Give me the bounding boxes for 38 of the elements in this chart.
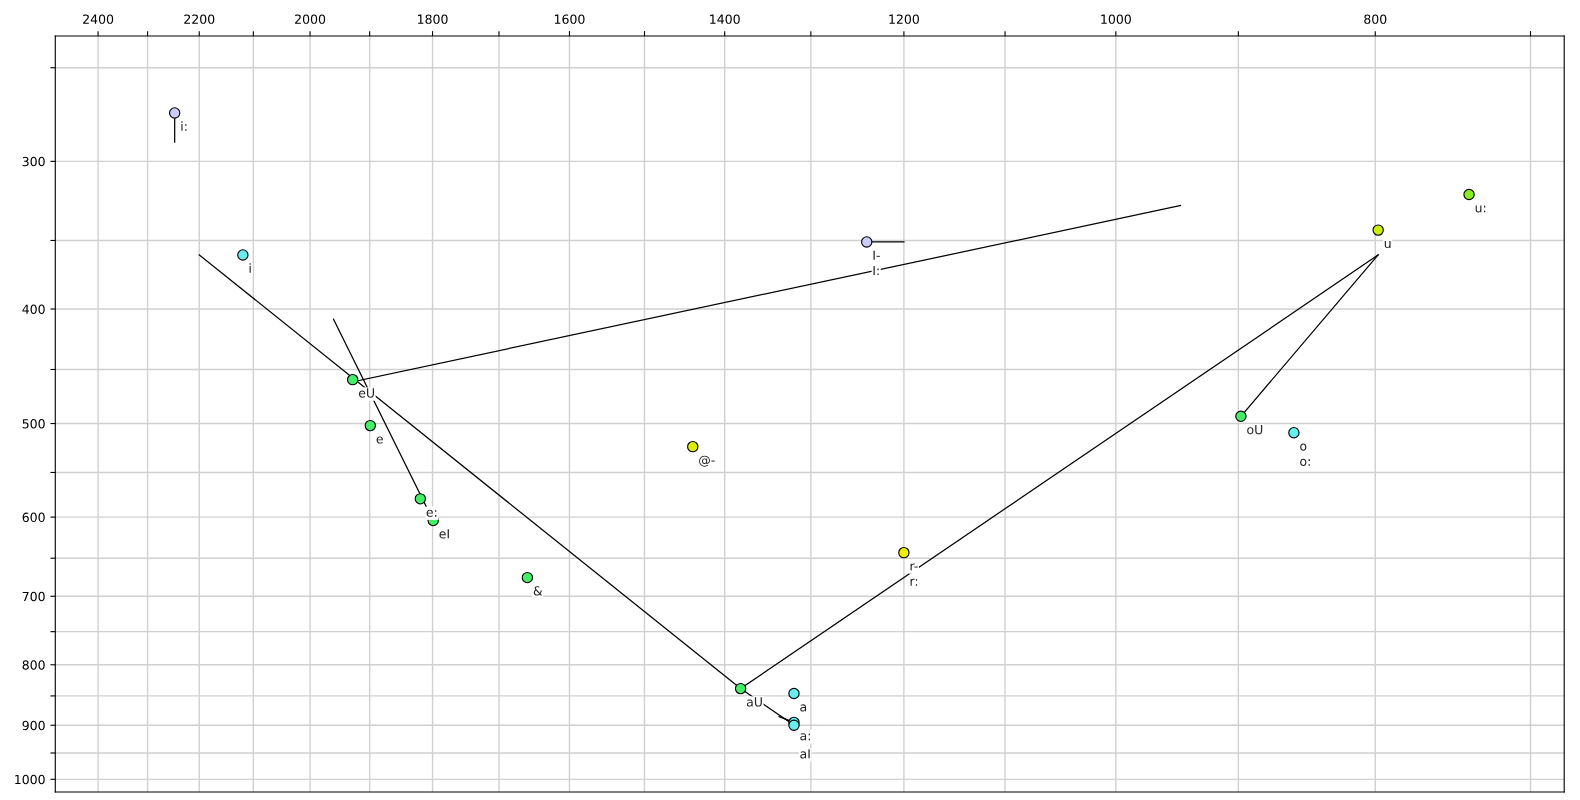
annotation: r-: [910, 563, 918, 571]
x-tick-label: 1600: [554, 14, 585, 24]
annotation: &: [533, 586, 543, 596]
annotation: aU: [746, 697, 762, 707]
annotation: a: [800, 704, 807, 712]
annotation: aI: [800, 749, 810, 759]
annotation: o: [1300, 443, 1307, 451]
annotation: @-: [699, 455, 715, 467]
y-tick-label: 600: [22, 512, 45, 523]
annotation: u:: [1475, 205, 1486, 213]
annotation: e:: [426, 509, 437, 517]
annotation: i:: [181, 121, 187, 131]
annotation: r:: [910, 578, 918, 586]
y-tick-label: 900: [22, 720, 45, 731]
annotation: o:: [1300, 458, 1310, 466]
y-tick-label: 800: [22, 660, 45, 670]
y-tick-label: 300: [22, 156, 45, 167]
annotation: e: [376, 436, 383, 444]
x-tick-label: 1200: [889, 14, 919, 24]
x-tick-label: 2000: [295, 14, 326, 24]
x-tick-label: 800: [1364, 14, 1387, 24]
x-tick-label: 2200: [184, 14, 215, 24]
annotation: eU: [358, 388, 374, 398]
y-tick-label: 1000: [15, 774, 45, 785]
annotation: eI: [439, 529, 449, 539]
y-tick-label: 400: [22, 304, 45, 314]
annotation: I-: [873, 250, 880, 260]
y-tick-label: 700: [22, 591, 45, 602]
annotation: u: [1384, 240, 1391, 249]
annotation: i: [249, 263, 251, 273]
annotation: I:: [873, 265, 879, 276]
annotation: oU: [1247, 425, 1263, 435]
y-tick-label: 500: [22, 419, 45, 429]
x-tick-label: 1800: [418, 14, 448, 24]
x-tick-label: 1000: [1101, 14, 1131, 24]
x-tick-label: 1400: [710, 14, 740, 24]
x-tick-label: 2400: [83, 14, 114, 24]
annotation: a:: [800, 733, 810, 741]
